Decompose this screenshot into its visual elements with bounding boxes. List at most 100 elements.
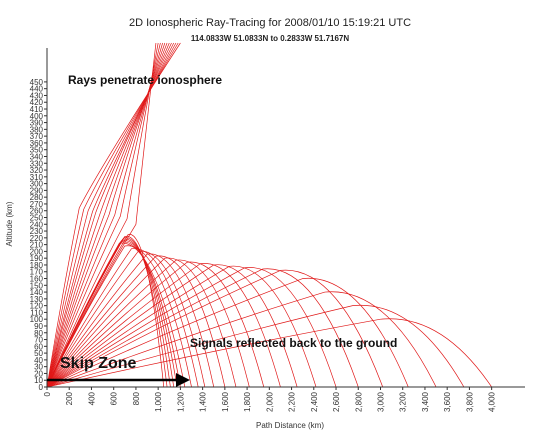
x-tick-label: 3,800	[465, 391, 474, 412]
reflected-ray	[46, 318, 492, 388]
y-tick-label: 350	[30, 146, 44, 155]
penetrating-ray	[46, 42, 179, 388]
y-tick-label: 150	[30, 281, 44, 290]
reflected-ray	[46, 245, 192, 388]
y-tick-label: 120	[30, 302, 44, 311]
reflected-ray	[46, 267, 337, 388]
y-tick-label: 440	[30, 85, 44, 94]
x-tick-label: 200	[65, 391, 74, 405]
y-tick-label: 250	[30, 214, 44, 223]
reflected-ray	[46, 277, 409, 388]
x-tick-label: 800	[132, 391, 141, 405]
penetrating-ray	[46, 42, 168, 388]
y-tick-label: 50	[34, 349, 43, 358]
x-tick-label: 0	[43, 391, 52, 396]
y-tick-label: 280	[30, 193, 44, 202]
reflected-ray	[46, 265, 317, 388]
x-tick-label: 3,000	[376, 391, 385, 412]
y-tick-label: 260	[30, 207, 44, 216]
y-tick-label: 0	[39, 383, 44, 392]
x-tick-label: 3,600	[443, 391, 452, 412]
penetrating-ray	[46, 42, 157, 388]
reflected-ray	[46, 257, 237, 388]
x-tick-label: 3,200	[399, 391, 408, 412]
reflected-ray	[46, 304, 465, 388]
y-tick-label: 320	[30, 166, 44, 175]
y-tick-label: 210	[30, 241, 44, 250]
x-tick-label: 1,800	[243, 391, 252, 412]
x-axis-ticks: 0 200 400 600 800 1,000 1,200 1,400 1,600 1,800 2,…	[43, 387, 497, 412]
skip-zone-arrow-head	[176, 373, 190, 387]
reflected-ray	[46, 253, 215, 388]
reflected-ray	[46, 255, 226, 388]
chart-subtitle: 114.0833W 51.0833N to 0.2833W 51.7167N	[191, 34, 350, 43]
y-tick-label: 400	[30, 112, 44, 121]
y-tick-label: 330	[30, 159, 44, 168]
y-tick-label: 180	[30, 261, 44, 270]
x-tick-label: 2,400	[310, 391, 319, 412]
y-tick-label: 240	[30, 220, 44, 229]
x-tick-label: 4,000	[488, 391, 497, 412]
y-tick-label: 170	[30, 268, 44, 277]
y-tick-label: 340	[30, 152, 44, 161]
reflected-ray	[46, 248, 199, 388]
reflected-ray	[46, 234, 165, 388]
y-tick-label: 370	[30, 132, 44, 141]
y-tick-label: 90	[34, 322, 43, 331]
reflected-ray	[46, 268, 359, 388]
x-tick-label: 600	[110, 391, 119, 405]
x-tick-label: 3,400	[421, 391, 430, 412]
y-tick-label: 220	[30, 234, 44, 243]
penetrating-ray	[46, 42, 170, 388]
x-tick-label: 1,600	[221, 391, 230, 412]
x-tick-label: 2,600	[332, 391, 341, 412]
x-axis-label: Path Distance (km)	[256, 421, 324, 430]
penetrating-ray	[46, 42, 163, 388]
y-tick-label: 300	[30, 180, 44, 189]
y-tick-label: 80	[34, 329, 43, 338]
y-tick-label: 130	[30, 295, 44, 304]
annotation-skip-zone: Skip Zone	[60, 355, 137, 372]
penetrating-ray	[46, 42, 181, 388]
penetrating-rays	[46, 42, 181, 388]
y-tick-label: 360	[30, 139, 44, 148]
y-tick-label: 390	[30, 119, 44, 128]
y-tick-label: 270	[30, 200, 44, 209]
y-tick-label: 110	[30, 308, 43, 317]
x-tick-label: 400	[87, 391, 96, 405]
reflected-ray	[46, 291, 437, 388]
plot-area	[46, 42, 492, 388]
penetrating-ray	[46, 42, 175, 388]
reflected-ray	[46, 264, 298, 388]
y-tick-label: 100	[30, 315, 44, 324]
chart-title: 2D Ionospheric Ray-Tracing for 2008/01/1…	[129, 17, 411, 29]
reflected-ray	[46, 263, 281, 388]
y-tick-label: 290	[30, 186, 44, 195]
y-tick-label: 430	[30, 91, 44, 100]
y-tick-label: 60	[34, 342, 43, 351]
reflected-ray	[46, 261, 265, 388]
y-tick-label: 190	[30, 254, 44, 263]
y-tick-label: 450	[30, 78, 44, 87]
reflected-ray	[46, 250, 206, 388]
y-tick-label: 140	[30, 288, 44, 297]
penetrating-ray	[46, 42, 159, 388]
reflected-ray	[46, 269, 384, 388]
y-tick-label: 410	[30, 105, 44, 114]
y-tick-label: 420	[30, 98, 44, 107]
y-tick-label: 10	[34, 376, 43, 385]
y-tick-label: 40	[34, 356, 43, 365]
y-tick-label: 310	[30, 173, 44, 182]
x-tick-label: 1,000	[154, 391, 163, 412]
penetrating-ray	[46, 42, 166, 388]
x-tick-label: 2,000	[265, 391, 274, 412]
annotation-penetrate: Rays penetrate ionosphere	[68, 73, 222, 87]
y-tick-label: 160	[30, 275, 44, 284]
x-tick-label: 2,200	[288, 391, 297, 412]
y-axis-ticks: 0102030405060708090100110120130140150160…	[30, 78, 47, 392]
x-tick-label: 2,800	[354, 391, 363, 412]
penetrating-ray	[46, 42, 161, 388]
y-tick-label: 70	[34, 336, 43, 345]
y-tick-label: 200	[30, 247, 44, 256]
